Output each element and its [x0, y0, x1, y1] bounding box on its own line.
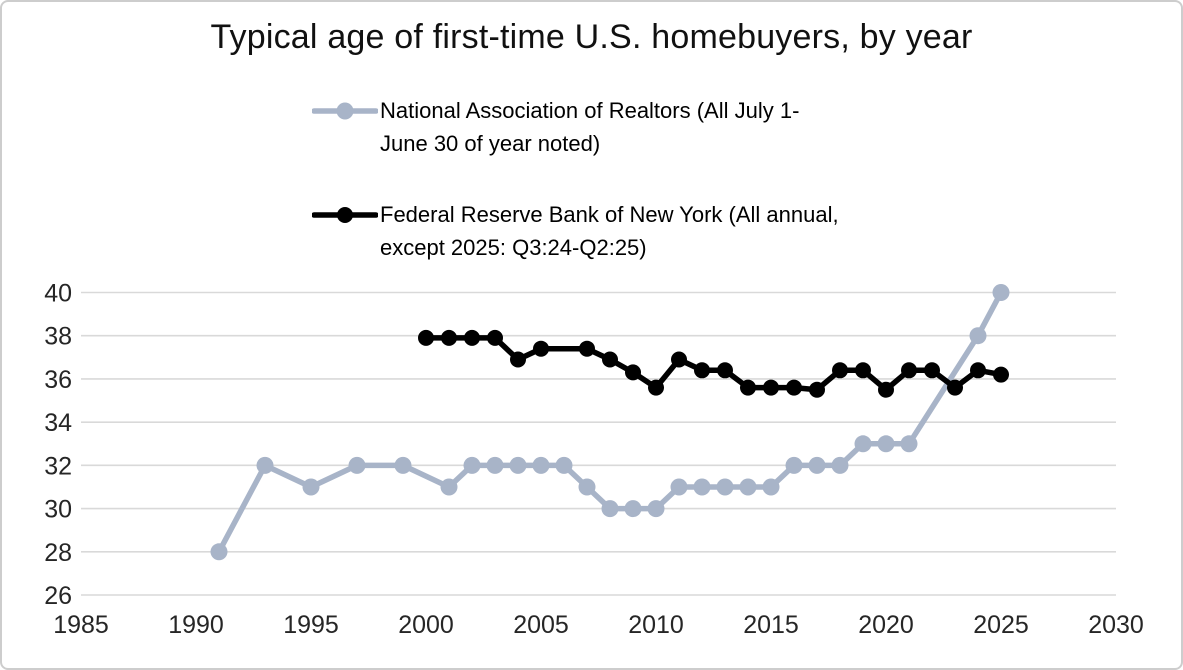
- y-tick-label: 30: [44, 496, 72, 524]
- frbny-data-point: [418, 329, 434, 346]
- y-tick-label: 26: [44, 582, 72, 610]
- nar-data-point: [348, 456, 366, 474]
- legend-label-line: Federal Reserve Bank of New York (All an…: [380, 202, 839, 227]
- nar-data-point: [440, 478, 458, 496]
- frbny-data-point: [441, 329, 457, 346]
- frbny-data-point: [763, 379, 779, 396]
- nar-data-point: [854, 435, 872, 453]
- chart-title: Typical age of first-time U.S. homebuyer…: [210, 18, 973, 56]
- nar-data-point: [877, 435, 895, 453]
- legend-label-line: except 2025: Q3:24-Q2:25): [380, 235, 647, 260]
- frbny-data-point: [487, 329, 503, 346]
- frbny-data-point: [533, 340, 549, 357]
- x-tick-label: 2000: [398, 611, 454, 639]
- y-tick-label: 32: [44, 452, 72, 480]
- frbny-data-point: [510, 351, 526, 368]
- x-tick-label: 2020: [858, 611, 914, 639]
- nar-series-line: [216, 289, 1004, 555]
- frbny-data-point: [993, 366, 1009, 383]
- x-tick-label: 1990: [168, 611, 224, 639]
- nar-data-point: [624, 500, 642, 518]
- y-tick-label: 40: [44, 280, 72, 308]
- nar-data-point: [463, 456, 481, 474]
- y-tick-label: 36: [44, 366, 72, 394]
- legend-item-nar: National Association of Realtors (All Ju…: [312, 94, 799, 160]
- frbny-data-point: [855, 362, 871, 379]
- frbny-data-point: [878, 381, 894, 398]
- nar-data-point: [601, 500, 619, 518]
- nar-data-point: [256, 456, 274, 474]
- legend-label-nar: National Association of Realtors (All Ju…: [380, 94, 799, 160]
- x-tick-label: 2005: [513, 611, 569, 639]
- nar-data-point: [762, 478, 780, 496]
- nar-data-point: [785, 456, 803, 474]
- x-tick-label: 1995: [283, 611, 339, 639]
- frbny-data-point: [694, 362, 710, 379]
- x-tick-label: 1985: [53, 611, 109, 639]
- nar-data-point: [670, 478, 688, 496]
- frbny-data-point: [947, 379, 963, 396]
- nar-data-point: [486, 456, 504, 474]
- frbny-data-point: [625, 364, 641, 381]
- frbny-data-point: [924, 362, 940, 379]
- nar-data-point: [210, 543, 228, 561]
- nar-data-point: [647, 500, 665, 518]
- frbny-data-point: [579, 340, 595, 357]
- frbny-data-point: [602, 351, 618, 368]
- frbny-data-point: [648, 379, 664, 396]
- y-tick-label: 34: [44, 409, 72, 437]
- frbny-data-point: [832, 362, 848, 379]
- nar-series-legend-marker-icon: [312, 102, 378, 120]
- nar-data-point: [992, 284, 1010, 301]
- nar-data-point: [831, 456, 849, 474]
- frbny-data-point: [740, 379, 756, 396]
- nar-data-point: [808, 456, 826, 474]
- frbny-data-point: [464, 329, 480, 346]
- legend-label-line: June 30 of year noted): [380, 131, 601, 156]
- nar-data-point: [693, 478, 711, 496]
- nar-data-point: [532, 456, 550, 474]
- y-tick-label: 38: [44, 323, 72, 351]
- nar-data-point: [900, 435, 918, 453]
- nar-data-point: [555, 456, 573, 474]
- frbny-data-point: [786, 379, 802, 396]
- frbny-data-point: [809, 381, 825, 398]
- x-tick-label: 2030: [1088, 611, 1144, 639]
- frbny-data-point: [717, 362, 733, 379]
- nar-data-point: [578, 478, 596, 496]
- x-tick-label: 2025: [973, 611, 1029, 639]
- legend-label-line: National Association of Realtors (All Ju…: [380, 98, 800, 123]
- frbny-data-point: [901, 362, 917, 379]
- nar-data-point: [394, 456, 412, 474]
- frbny-series-legend-marker-icon: [312, 207, 378, 223]
- legend-label-frbny: Federal Reserve Bank of New York (All an…: [380, 198, 839, 264]
- nar-data-point: [716, 478, 734, 496]
- frbny-data-point: [671, 351, 687, 368]
- x-tick-label: 2010: [628, 611, 684, 639]
- nar-data-point: [969, 327, 987, 345]
- nar-data-point: [302, 478, 320, 496]
- frbny-data-point: [970, 362, 986, 379]
- nar-data-point: [509, 456, 527, 474]
- legend-item-frbny: Federal Reserve Bank of New York (All an…: [312, 198, 839, 264]
- y-tick-label: 28: [44, 539, 72, 567]
- nar-data-point: [739, 478, 757, 496]
- x-tick-label: 2015: [743, 611, 799, 639]
